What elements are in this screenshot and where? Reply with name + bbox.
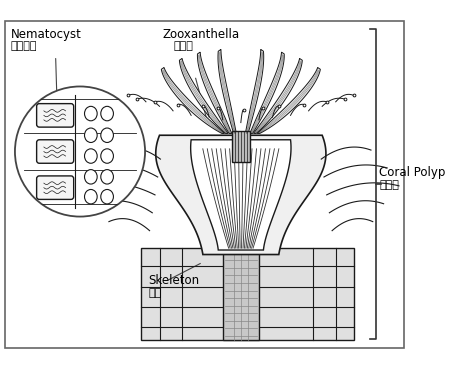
Polygon shape (161, 68, 225, 134)
Circle shape (15, 86, 145, 217)
Ellipse shape (85, 149, 97, 163)
Text: 共生藻: 共生藻 (173, 41, 193, 51)
Polygon shape (250, 52, 284, 134)
Polygon shape (218, 49, 236, 134)
Polygon shape (257, 68, 320, 134)
Polygon shape (191, 140, 291, 250)
Polygon shape (245, 49, 264, 134)
Text: Nematocyst: Nematocyst (10, 28, 81, 41)
Polygon shape (198, 52, 232, 134)
Ellipse shape (85, 189, 97, 204)
Ellipse shape (101, 149, 113, 163)
Ellipse shape (85, 170, 97, 184)
Ellipse shape (85, 106, 97, 121)
Polygon shape (253, 58, 302, 134)
Bar (141, 248, 354, 340)
Ellipse shape (101, 189, 113, 204)
Text: 骨骼: 骨骼 (148, 288, 162, 298)
Ellipse shape (101, 128, 113, 142)
Bar (223, 244, 259, 340)
Bar (232, 131, 250, 162)
FancyBboxPatch shape (36, 104, 74, 127)
Text: 刺絲細胞: 刺絲細胞 (10, 41, 37, 51)
Text: Skeleton: Skeleton (148, 274, 200, 287)
FancyBboxPatch shape (36, 176, 74, 199)
Polygon shape (180, 58, 228, 134)
Text: Zooxanthella: Zooxanthella (162, 28, 239, 41)
Polygon shape (156, 135, 326, 255)
Ellipse shape (85, 128, 97, 142)
Ellipse shape (101, 170, 113, 184)
Text: 珊瑚蟲: 珊瑚蟲 (379, 180, 399, 190)
FancyBboxPatch shape (36, 140, 74, 163)
Ellipse shape (101, 106, 113, 121)
Text: Coral Polyp: Coral Polyp (379, 166, 446, 179)
